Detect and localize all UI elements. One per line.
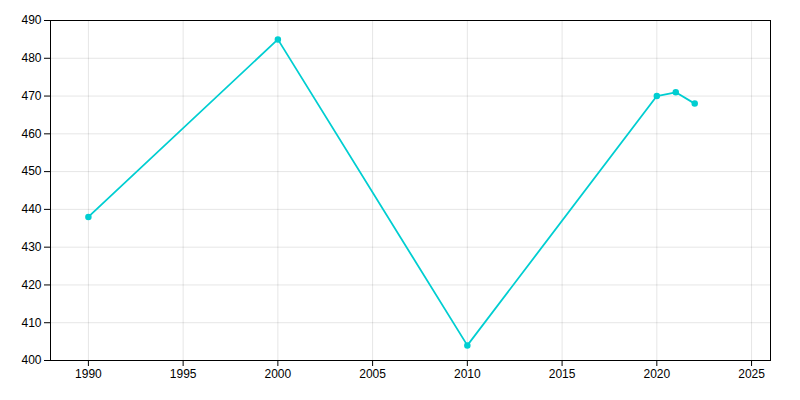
svg-text:460: 460 [21,127,41,141]
svg-text:440: 440 [21,202,41,216]
svg-text:2005: 2005 [359,367,386,381]
svg-text:490: 490 [21,13,41,27]
svg-text:1990: 1990 [75,367,102,381]
svg-text:2000: 2000 [265,367,292,381]
svg-text:2015: 2015 [549,367,576,381]
svg-text:430: 430 [21,240,41,254]
svg-text:470: 470 [21,89,41,103]
svg-text:2020: 2020 [643,367,670,381]
svg-text:480: 480 [21,51,41,65]
svg-text:410: 410 [21,316,41,330]
svg-text:2025: 2025 [738,367,765,381]
svg-text:2010: 2010 [454,367,481,381]
svg-text:420: 420 [21,278,41,292]
svg-text:1995: 1995 [170,367,197,381]
svg-text:450: 450 [21,164,41,178]
svg-text:400: 400 [21,353,41,367]
